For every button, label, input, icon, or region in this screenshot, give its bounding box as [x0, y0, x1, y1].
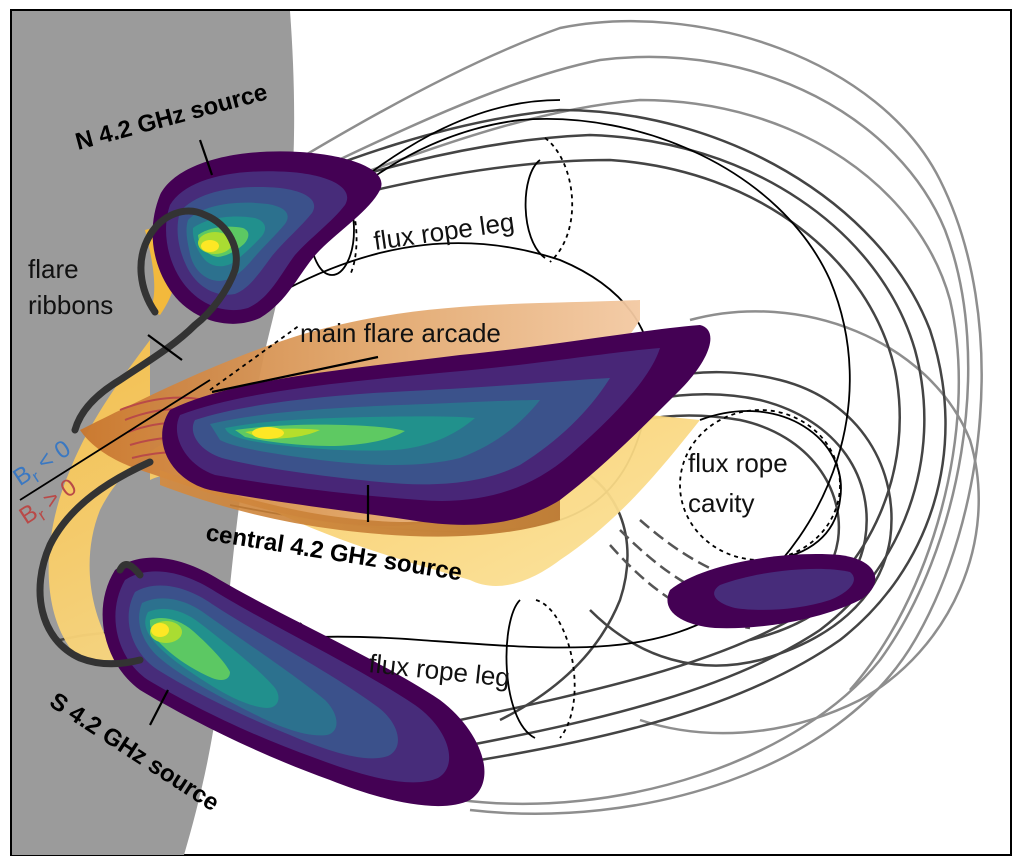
- north-source-blob: [152, 151, 382, 324]
- arcade-dashed-leader: [209, 324, 301, 391]
- ribbon-boundary: [36, 207, 240, 668]
- polarity-inversion-line: [19, 379, 211, 501]
- flux-rope-cavity-label-1: flux rope: [688, 448, 788, 478]
- flare-label: flare: [28, 254, 79, 284]
- main-flare-arcade-label: main flare arcade: [300, 318, 501, 348]
- central-source-blob: [162, 325, 711, 525]
- flux-rope-cavity-label-2: cavity: [688, 488, 754, 518]
- cavity-source-blob: [667, 554, 876, 629]
- leader-lines: [147, 139, 379, 726]
- outer-field-lines: [239, 20, 983, 816]
- south-source-blob: [102, 557, 485, 807]
- ribbons-label: ribbons: [28, 290, 113, 320]
- cavity-outline: [699, 410, 842, 561]
